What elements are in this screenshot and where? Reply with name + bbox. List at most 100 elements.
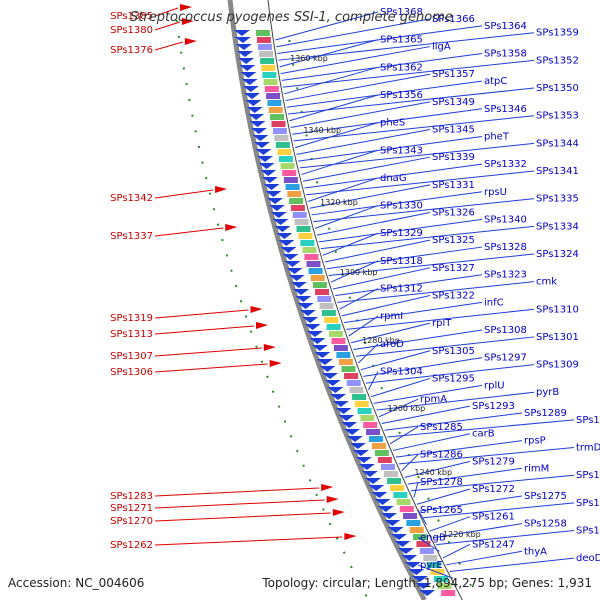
gene-arrow [314,352,331,358]
gene-block [278,156,293,162]
gene-block [380,464,395,470]
gene-block [274,135,289,141]
plus-gene-label: SPs1258 [524,519,567,530]
minus-gene-label: SPs1262 [110,540,153,551]
plus-label-line [381,405,471,425]
plus-label-line [332,267,431,290]
minus-label-line [154,21,181,31]
plus-label-line [309,184,431,209]
gene-block [268,107,283,113]
gene-block [377,457,392,463]
plus-gene-label: SPs1295 [432,373,475,384]
plus-gene-label: SPs1340 [484,214,527,225]
plus-label-line [410,474,575,492]
plus-gene-label: cmk [536,277,557,288]
plus-gene-label: SPs1335 [536,194,579,205]
plus-label-line [442,543,471,559]
gene-arrow [311,345,328,351]
plus-label-line [293,115,535,142]
plus-label-line [276,18,431,48]
plus-label-line [296,129,431,155]
minus-label-line [154,325,255,335]
plus-gene-label: rpmI [380,311,403,322]
gene-block [346,380,361,386]
gene-arrow [344,429,361,435]
plus-label-line [277,25,483,54]
minus-gene-label: SPs1283 [110,491,153,502]
plus-label-line [378,398,419,418]
gene-block [352,394,367,400]
minus-gene-label: SPs1270 [110,516,153,527]
minus-gene-label: SPs1376 [110,45,153,56]
plus-gene-label: SPs1312 [380,284,423,295]
minus-label-line [154,363,268,373]
plus-gene-label: SPs1305 [432,346,475,357]
plus-label-line [301,149,379,176]
plus-gene-label: carB [472,429,495,440]
gene-arrow [250,128,267,134]
plus-label-line [302,156,431,182]
plus-gene-label: SPs1365 [380,35,423,46]
plus-guide-dashes [288,39,480,600]
plus-gene-label: SPs1267 [576,498,600,509]
gene-block [275,142,290,148]
plus-label-line [417,537,440,552]
gene-block [256,37,271,43]
topology-summary: Topology: circular; Length: 1,894,275 bp… [262,576,592,590]
plus-gene-label: SPs1359 [536,28,579,39]
plus-label-line [326,246,483,270]
plus-label-line [318,218,483,243]
plus-label-line [284,66,379,95]
plus-label-line [322,232,379,256]
plus-label-line [389,426,419,445]
plus-label-line [311,191,483,216]
gene-arrow [248,114,265,120]
gene-arrow [256,156,273,162]
plus-label-line [281,52,483,81]
gene-block [321,310,336,316]
ticks-layer [175,19,480,600]
minus-gene-arrow [184,38,197,45]
gene-block [383,471,398,477]
gene-block [354,401,369,407]
gene-block [357,408,372,414]
gene-arrow [338,415,355,421]
plus-gene-label: SPs1364 [484,21,527,32]
plus-label-line [328,253,535,276]
gene-arrow [411,576,428,582]
gene-arrow [302,317,319,323]
plus-gene-label: dnaG [380,173,407,184]
gene-arrow [263,184,280,190]
gene-block [259,51,274,57]
gene-arrow [324,380,341,386]
gene-block [261,65,276,71]
gene-arrow [391,534,408,540]
gene-arrow [255,149,272,155]
gene-arrow [252,135,269,141]
gene-block [324,317,339,323]
plus-gene-label: SPs1301 [536,332,579,343]
plus-gene-label: SPs1323 [484,270,527,281]
plus-gene-label: SPs1343 [380,145,423,156]
plus-label-line [346,308,535,330]
gene-block [371,443,386,449]
plus-gene-label: SPs1325 [432,235,475,246]
plus-label-line [279,39,379,68]
gene-arrow [352,450,369,456]
minus-gene-arrow [215,186,228,193]
gene-arrow [276,233,293,239]
gene-arrow [265,191,282,197]
gene-block [306,261,321,267]
minus-gene-arrow [181,18,194,25]
kbp-tick-label: 1340 kbp [303,126,341,135]
genes-layer [180,4,456,596]
minus-gene-arrow [321,484,334,491]
minus-label-line [154,309,249,319]
gene-arrow [270,212,287,218]
minus-gene-label: SPs1385 [110,11,153,22]
plus-gene-label: pyrE [420,560,443,571]
minus-label-line [154,41,183,51]
plus-gene-label: SPs1286 [420,449,463,460]
gene-arrow [297,303,314,309]
